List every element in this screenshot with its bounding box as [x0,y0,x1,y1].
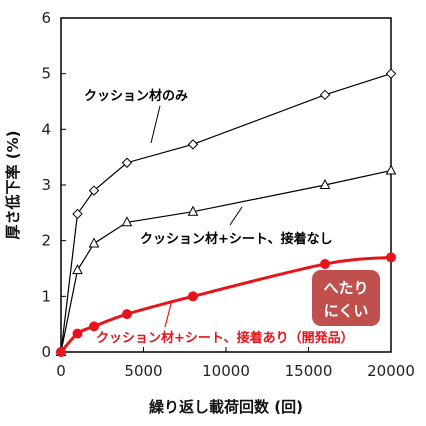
data-point-diamond [72,208,83,220]
annotation-line-2: にくい [324,302,369,320]
data-point-circle [188,291,198,302]
series-label-no-adhesive: クッション材+シート、接着なし [140,231,333,247]
leader-line-no-adhesive [229,206,243,226]
y-tick-label: 5 [41,65,51,83]
data-point-circle [122,309,132,320]
y-tick-label: 2 [41,232,51,250]
data-point-diamond [385,68,397,79]
data-point-diamond [187,139,199,150]
data-point-triangle [72,264,83,275]
data-point-triangle [319,178,331,189]
x-tick-label: 0 [56,362,66,380]
series-label-cushion-only: クッション材のみ [84,88,188,104]
data-point-triangle [187,205,199,216]
data-point-circle [56,347,66,357]
x-axis-title: 繰り返し載荷回数 (回) [149,398,303,416]
leader-line-developed-product [164,299,173,328]
data-point-triangle [88,237,100,248]
x-tick-label: 10000 [202,362,250,380]
annotation-line-1: へたり [323,279,368,297]
data-point-diamond [319,89,331,101]
series-layer [55,68,397,358]
data-point-diamond [121,157,133,168]
axis-ticks: 0 1 2 3 4 5 6 0 5000 10000 15000 20000 [41,9,414,380]
data-point-diamond [88,185,100,196]
data-point-circle [320,259,330,270]
y-tick-label: 6 [41,9,51,27]
data-point-triangle [385,164,397,175]
data-point-circle [386,252,396,263]
y-tick-label: 1 [41,287,51,305]
series-2 [56,252,396,357]
annotation-badge-bg [312,270,380,326]
y-axis-title: 厚さ低下率 (%) [4,131,22,240]
y-tick-label: 0 [41,343,51,361]
data-point-triangle [121,216,133,227]
series-label-developed-product: クッション材+シート、接着あり（開発品） [96,330,354,346]
y-tick-label: 4 [41,120,51,138]
data-point-circle [72,328,83,339]
x-tick-label: 5000 [124,362,162,380]
data-point-circle [89,321,99,332]
annotation-badge: へたり にくい [312,270,380,326]
x-tick-label: 20000 [367,362,415,380]
y-tick-label: 3 [41,176,51,194]
x-tick-label: 15000 [285,362,333,380]
leader-line-cushion-only [150,105,161,144]
